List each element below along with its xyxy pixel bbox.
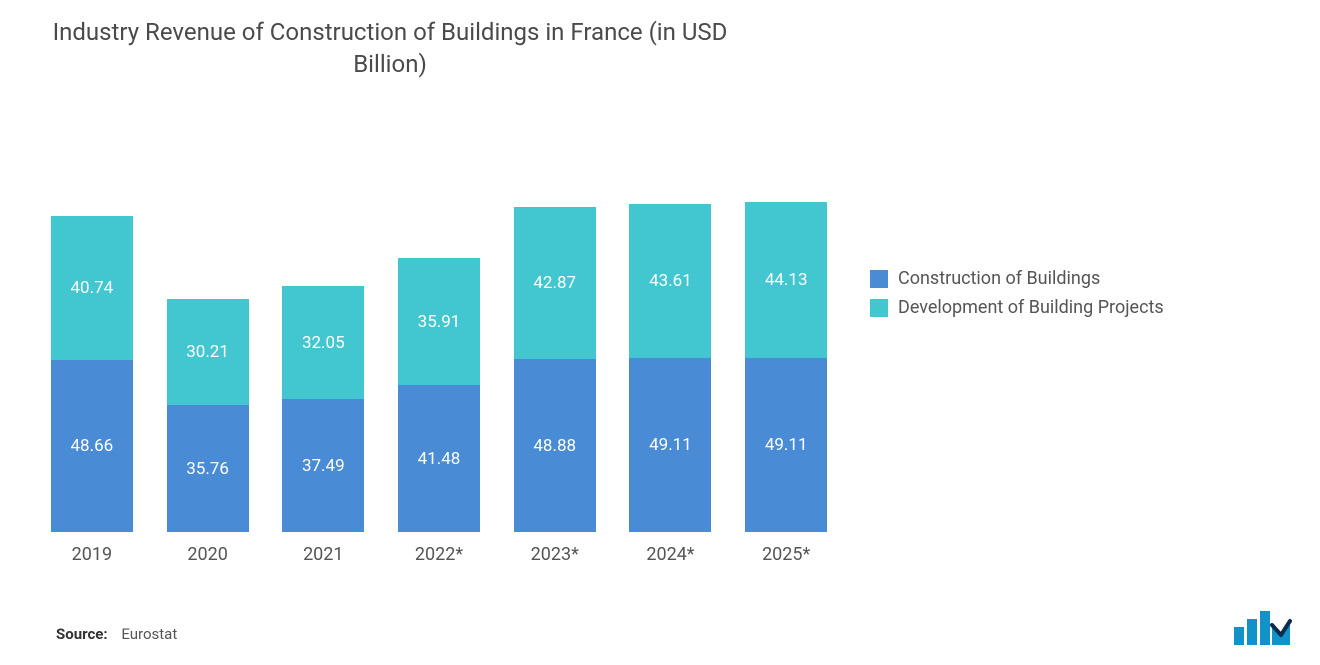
bar-column: 41.4835.91 2022* <box>395 258 483 565</box>
bar-segment: 30.21 <box>167 299 249 406</box>
stacked-bar: 48.6640.74 <box>51 216 133 532</box>
legend: Construction of Buildings Development of … <box>870 268 1164 326</box>
legend-item: Construction of Buildings <box>870 268 1164 289</box>
stacked-bar: 35.7630.21 <box>167 299 249 532</box>
x-axis-label: 2025* <box>762 544 810 565</box>
source-value: Eurostat <box>121 625 177 643</box>
legend-label: Construction of Buildings <box>898 268 1100 289</box>
stacked-bar: 37.4932.05 <box>282 286 364 532</box>
stacked-bar: 49.1144.13 <box>745 202 827 532</box>
bar-column: 49.1143.61 2024* <box>627 204 715 565</box>
bar-column: 35.7630.21 2020 <box>164 299 252 565</box>
source-label: Source: <box>56 625 108 643</box>
bar-segment: 35.91 <box>398 258 480 385</box>
bar-segment: 49.11 <box>745 358 827 532</box>
legend-swatch <box>870 299 888 317</box>
x-axis-label: 2019 <box>72 544 112 565</box>
bar-segment: 48.88 <box>514 359 596 532</box>
bar-segment: 48.66 <box>51 360 133 532</box>
x-axis-label: 2022* <box>415 544 463 565</box>
bar-column: 37.4932.05 2021 <box>279 286 367 565</box>
bar-column: 48.6640.74 2019 <box>48 216 136 565</box>
legend-label: Development of Building Projects <box>898 297 1164 318</box>
x-axis-label: 2024* <box>646 544 694 565</box>
stacked-bar: 48.8842.87 <box>514 207 596 532</box>
source-line: Source: Eurostat <box>56 625 177 643</box>
stacked-bar: 49.1143.61 <box>629 204 711 532</box>
bar-segment: 42.87 <box>514 207 596 359</box>
bars-area: 48.6640.74 2019 35.7630.21 2020 37.4932.05 20… <box>40 195 830 565</box>
bar-segment: 37.49 <box>282 399 364 532</box>
bar-segment: 49.11 <box>629 358 711 532</box>
bar-column: 48.8842.87 2023* <box>511 207 599 565</box>
brand-logo <box>1234 611 1294 645</box>
stacked-bar: 41.4835.91 <box>398 258 480 532</box>
bar-column: 49.1144.13 2025* <box>742 202 830 565</box>
x-axis-label: 2020 <box>187 544 227 565</box>
bar-segment: 44.13 <box>745 202 827 358</box>
bar-segment: 43.61 <box>629 204 711 358</box>
x-axis-label: 2021 <box>303 544 343 565</box>
chart-title: Industry Revenue of Construction of Buil… <box>40 0 740 81</box>
x-axis-label: 2023* <box>531 544 579 565</box>
legend-item: Development of Building Projects <box>870 297 1164 318</box>
chart-area: 48.6640.74 2019 35.7630.21 2020 37.4932.05 20… <box>40 195 830 565</box>
bar-segment: 41.48 <box>398 385 480 532</box>
bar-segment: 35.76 <box>167 405 249 532</box>
bar-segment: 40.74 <box>51 216 133 360</box>
legend-swatch <box>870 270 888 288</box>
bar-segment: 32.05 <box>282 286 364 399</box>
